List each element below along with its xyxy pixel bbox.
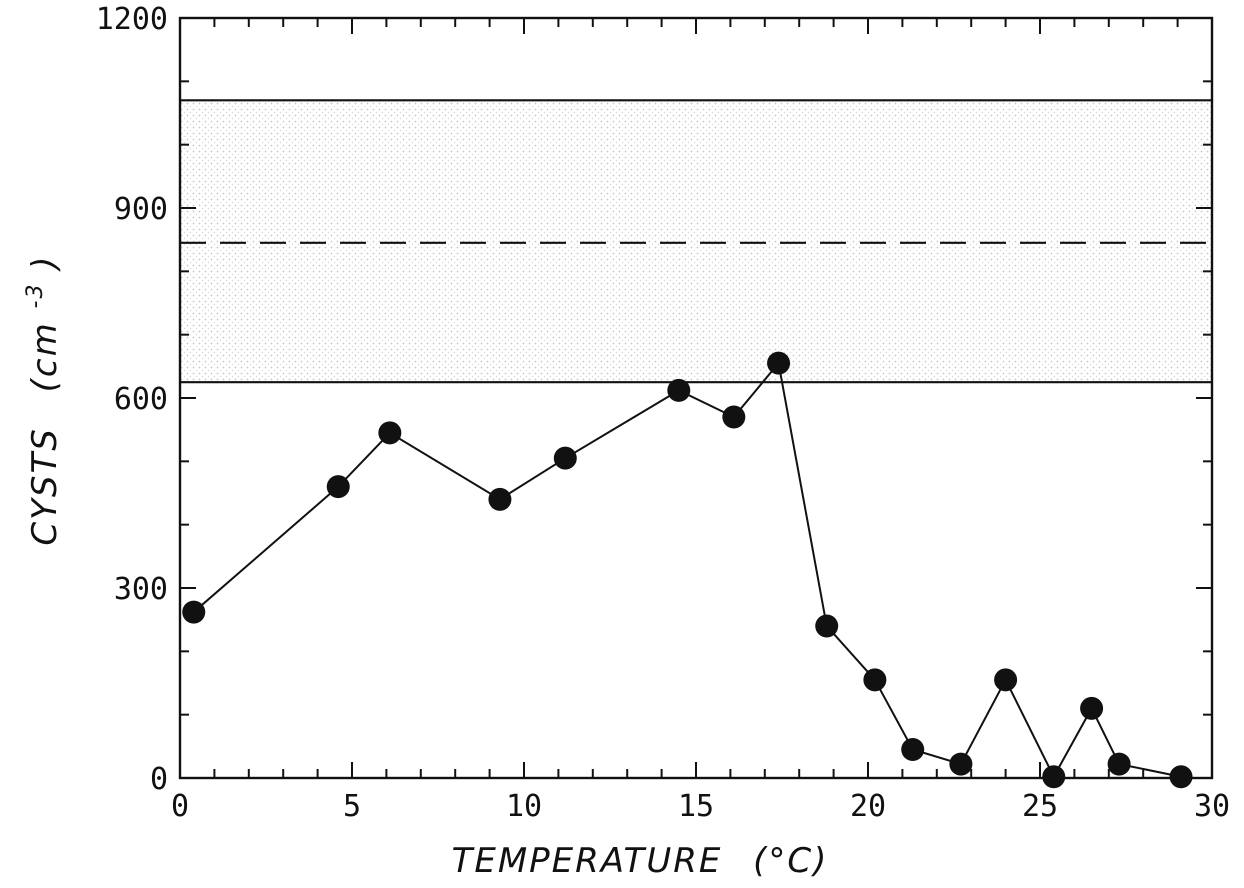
y-tick-label: 0 xyxy=(150,762,168,797)
data-point xyxy=(949,752,973,776)
data-point xyxy=(553,446,577,470)
data-point xyxy=(994,668,1018,692)
series-layer xyxy=(182,351,1193,789)
x-axis-title: TEMPERATURE (°C) xyxy=(452,841,829,881)
plot-frame-layer xyxy=(178,16,1214,780)
reference-lines-layer xyxy=(180,99,1212,384)
data-point xyxy=(1169,765,1193,789)
data-point xyxy=(1080,696,1104,720)
x-axis-title-unit: (°C) xyxy=(753,841,828,881)
y-axis-title-unit-close: ) xyxy=(25,254,65,272)
x-tick-label: 10 xyxy=(506,789,542,824)
data-point xyxy=(1042,765,1066,789)
y-axis-title: CYSTS (cm -3 ) xyxy=(11,254,65,545)
y-tick-label: 300 xyxy=(114,572,168,607)
shaded-range-band xyxy=(180,100,1212,383)
data-point xyxy=(182,600,206,624)
data-point xyxy=(378,421,402,445)
data-point xyxy=(901,738,925,761)
y-axis-title-unit-exp: -3 xyxy=(23,282,48,308)
x-tick-label: 25 xyxy=(1022,789,1058,824)
x-tick-label: 30 xyxy=(1194,789,1230,824)
data-point xyxy=(863,668,887,692)
data-point xyxy=(667,378,691,402)
x-tick-label: 0 xyxy=(171,789,189,824)
x-tick-label: 20 xyxy=(850,789,886,824)
data-point xyxy=(488,487,512,511)
x-tick-label: 5 xyxy=(343,789,361,824)
series-line-1 xyxy=(193,360,1182,779)
data-point xyxy=(1107,752,1131,776)
y-tick-label: 600 xyxy=(114,382,168,417)
x-tick-label: 15 xyxy=(678,789,714,824)
y-axis-title-main: CYSTS xyxy=(25,427,65,545)
data-point xyxy=(722,405,746,429)
y-tick-label: 900 xyxy=(114,192,168,227)
shaded-band-layer xyxy=(180,100,1212,383)
y-tick-label: 1200 xyxy=(96,2,168,37)
data-point xyxy=(767,351,791,375)
data-point xyxy=(326,475,350,499)
y-axis-title-unit-base: (cm xyxy=(25,321,65,392)
x-axis-title-main: TEMPERATURE xyxy=(452,841,723,881)
data-point xyxy=(815,614,839,638)
